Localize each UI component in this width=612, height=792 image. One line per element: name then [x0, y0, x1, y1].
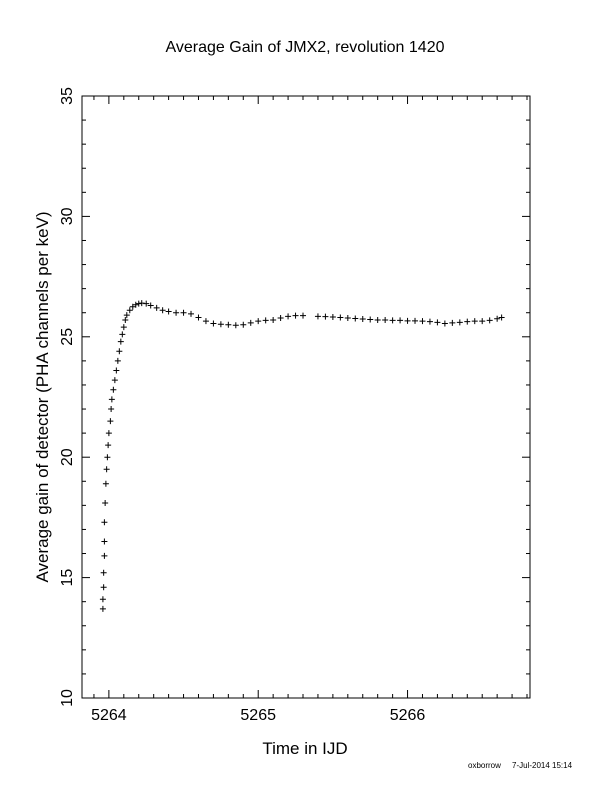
data-point: [153, 304, 160, 311]
data-point: [147, 302, 154, 309]
data-point: [344, 315, 351, 322]
data-point: [195, 314, 202, 321]
data-series: [99, 300, 505, 612]
data-point: [103, 466, 110, 473]
data-point: [434, 319, 441, 326]
y-tick-label: 25: [59, 328, 76, 346]
data-point: [100, 584, 107, 591]
data-point: [449, 319, 456, 326]
data-point: [108, 406, 115, 413]
data-point: [471, 318, 478, 325]
data-point: [498, 314, 505, 321]
data-point: [123, 312, 130, 319]
data-point: [270, 316, 277, 323]
data-point: [102, 499, 109, 506]
data-point: [426, 318, 433, 325]
x-axis: 5264 5265 5266: [91, 96, 528, 724]
data-point: [292, 312, 299, 319]
data-point: [100, 569, 107, 576]
y-tick-label: 20: [59, 448, 76, 466]
data-point: [101, 538, 108, 545]
data-point: [367, 316, 374, 323]
data-point: [99, 605, 106, 612]
data-point: [329, 314, 336, 321]
data-point: [165, 308, 172, 315]
data-point: [464, 318, 471, 325]
footer-user: oxborrow: [468, 761, 501, 770]
data-point: [119, 331, 126, 338]
data-point: [132, 301, 139, 308]
x-tick-label: 5266: [390, 707, 426, 724]
data-point: [102, 480, 109, 487]
x-tick-label: 5265: [240, 707, 276, 724]
data-point: [202, 318, 209, 325]
data-point: [247, 319, 254, 326]
data-point: [122, 316, 129, 323]
data-point: [314, 313, 321, 320]
data-point: [359, 315, 366, 322]
data-point: [225, 321, 232, 328]
data-point: [101, 519, 108, 526]
data-point: [101, 552, 108, 559]
data-point: [277, 315, 284, 322]
data-point: [479, 318, 486, 325]
data-point: [389, 317, 396, 324]
data-point: [114, 357, 121, 364]
data-point: [188, 310, 195, 317]
x-tick-label: 5264: [91, 707, 127, 724]
data-point: [217, 321, 224, 328]
y-tick-label: 10: [59, 689, 76, 707]
y-tick-label: 30: [59, 207, 76, 225]
data-point: [456, 319, 463, 326]
y-tick-label: 35: [59, 87, 76, 105]
data-point: [382, 316, 389, 323]
data-point: [105, 442, 112, 449]
y-axis-label: Average gain of detector (PHA channels p…: [33, 211, 52, 582]
data-point: [404, 317, 411, 324]
data-point: [352, 315, 359, 322]
data-point: [143, 300, 150, 307]
data-point: [210, 320, 217, 327]
x-axis-label: Time in IJD: [262, 739, 347, 758]
data-point: [337, 314, 344, 321]
data-point: [441, 320, 448, 327]
data-point: [240, 321, 247, 328]
data-point: [180, 309, 187, 316]
chart-title: Average Gain of JMX2, revolution 1420: [166, 39, 445, 56]
data-point: [110, 386, 117, 393]
data-point: [111, 377, 118, 384]
data-point: [322, 313, 329, 320]
data-point: [104, 454, 111, 461]
data-point: [374, 316, 381, 323]
data-point: [120, 324, 127, 331]
data-point: [107, 418, 114, 425]
data-point: [173, 309, 180, 316]
data-point: [113, 367, 120, 374]
y-tick-label: 15: [59, 569, 76, 587]
data-point: [494, 315, 501, 322]
data-point: [105, 430, 112, 437]
data-point: [419, 318, 426, 325]
data-point: [262, 317, 269, 324]
data-point: [412, 317, 419, 324]
data-point: [117, 338, 124, 345]
data-point: [116, 348, 123, 355]
data-point: [126, 307, 133, 314]
data-point: [397, 317, 404, 324]
data-point: [108, 396, 115, 403]
data-point: [486, 317, 493, 324]
data-point: [285, 313, 292, 320]
data-point: [300, 312, 307, 319]
data-point: [255, 318, 262, 325]
data-point: [232, 322, 239, 329]
data-point: [99, 596, 106, 603]
y-axis: 10 15 20 25 30 35: [59, 87, 530, 707]
footer-timestamp: 7-Jul-2014 15:14: [512, 761, 573, 770]
data-point: [159, 307, 166, 314]
plot-frame: [81, 95, 531, 699]
